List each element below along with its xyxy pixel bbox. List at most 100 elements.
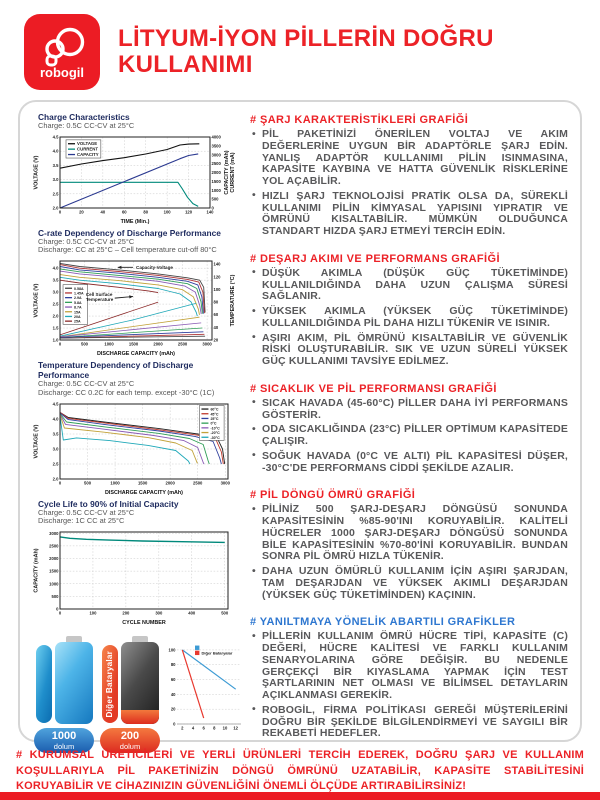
svg-text:100: 100: [89, 611, 97, 616]
bullet: PİLİNİZ 500 ŞARJ-DEŞARJ DÖNGÜSÜ SONUNDA …: [250, 503, 568, 563]
svg-text:Temperature: Temperature: [86, 297, 114, 302]
caption-value: 200: [120, 729, 140, 742]
section-discharge-current: # DEŞARJ AKIMI VE PERFORMANS GRAFİĞİ DÜŞ…: [250, 253, 568, 368]
svg-text:500: 500: [52, 594, 60, 599]
svg-text:120: 120: [185, 209, 193, 214]
svg-text:2.5: 2.5: [53, 302, 59, 307]
svg-text:20: 20: [171, 707, 176, 712]
page-title-line1: LİTYUM-İYON PİLLERİN DOĞRU: [118, 25, 494, 53]
svg-text:25°C: 25°C: [210, 417, 218, 421]
svg-text:2500: 2500: [193, 480, 203, 485]
other-batteries-capsule: Diğer Bataryalar: [101, 645, 118, 724]
battery-cap: [131, 636, 148, 643]
other-battery-body: [120, 642, 159, 725]
svg-text:2500: 2500: [178, 342, 188, 347]
comparison-mini-chart: 2 4 6 8 10 12 0 20 40 60 80 100 Diğer Bataryalar: [166, 636, 250, 736]
svg-text:80: 80: [171, 662, 176, 667]
bullet: AŞIRI AKIM, PİL ÖMRÜNÜ KISALTABİLİR VE G…: [250, 332, 568, 368]
svg-text:12: 12: [233, 726, 238, 731]
svg-text:3000: 3000: [202, 342, 212, 347]
svg-text:TEMPERATURE (°C): TEMPERATURE (°C): [230, 275, 236, 327]
svg-text:4.0: 4.0: [53, 148, 59, 153]
svg-text:0: 0: [173, 722, 176, 727]
chart-subtitle: Discharge: CC 0.2C for each temp. except…: [38, 387, 215, 397]
chart-subtitle: Charge: 0.5C CC-CV at 25°C: [38, 121, 135, 130]
svg-text:1500: 1500: [212, 179, 222, 184]
footer-note: # KURUMSAL ÜRETİCİLERİ VE YERLİ ÜRÜNLERİ…: [16, 749, 584, 793]
svg-text:VOLTAGE: VOLTAGE: [77, 141, 97, 146]
svg-text:2.9A: 2.9A: [74, 296, 82, 300]
svg-text:60: 60: [171, 677, 176, 682]
svg-text:1.5: 1.5: [53, 326, 59, 331]
chart-canvas-charge: 0 20 40 60 80 100 120 140 2.0 2.5 3.0 3.5 4.0 4.5 0 500…: [32, 133, 240, 225]
chart-canvas-temperature: 0 500 1000 1500 2000 2500 3000 2.0 2.5 3.0 3.5 4.0 4…: [32, 400, 240, 496]
svg-text:1000: 1000: [212, 187, 222, 192]
svg-text:8: 8: [213, 726, 216, 731]
svg-text:0: 0: [212, 205, 215, 210]
caption-200-dolum: 200 dolum: [100, 728, 160, 754]
svg-text:140: 140: [207, 209, 215, 214]
bullet: HIZLI ŞARJ TEKNOLOJİSİ PRATİK OLSA DA, S…: [250, 190, 568, 238]
svg-text:1000: 1000: [49, 581, 59, 586]
svg-text:0: 0: [59, 342, 62, 347]
bullet-list: PİL PAKETİNİZİ ÖNERİLEN VOLTAJ VE AKIM D…: [250, 128, 568, 238]
chart-crate-discharge: C-rate Dependency of Discharge Performan…: [32, 228, 240, 357]
svg-text:200: 200: [122, 611, 130, 616]
bullet-list: PİLİNİZ 500 ŞARJ-DEŞARJ DÖNGÜSÜ SONUNDA …: [250, 503, 568, 601]
svg-text:15A: 15A: [74, 310, 81, 314]
chart-cycle-life: Cycle Life to 90% of Initial Capacity Ch…: [32, 499, 240, 626]
other-battery: [120, 636, 159, 725]
low-charge-fill: [120, 710, 159, 725]
svg-text:CAPACITY (mAh): CAPACITY (mAh): [224, 150, 230, 194]
svg-text:20: 20: [79, 209, 84, 214]
bullet-list: SICAK HAVADA (45-60°C) PİLLER DAHA İYİ P…: [250, 397, 568, 475]
svg-text:4.0: 4.0: [53, 266, 59, 271]
svg-text:2500: 2500: [49, 544, 59, 549]
robogil-battery-body: [54, 642, 93, 725]
robogil-battery-group: 1000 dolum: [34, 634, 94, 754]
battery-cap: [65, 636, 82, 643]
chart-subtitle: Discharge: CC at 25°C – Cell temperature…: [38, 245, 217, 255]
svg-text:60°C: 60°C: [210, 407, 218, 411]
svg-text:3.5: 3.5: [53, 278, 59, 283]
chart-temperature-discharge: Temperature Dependency of Discharge Perf…: [32, 360, 240, 495]
chart-title: Charge Characteristics: [38, 112, 130, 122]
section-cycle-life: # PİL DÖNGÜ ÖMRÜ GRAFİĞİ PİLİNİZ 500 ŞAR…: [250, 489, 568, 601]
chart-subtitle: Charge: 0.5C CC-CV at 25°C: [38, 379, 135, 389]
svg-text:3000: 3000: [221, 480, 231, 485]
svg-text:CYCLE NUMBER: CYCLE NUMBER: [122, 620, 166, 626]
svg-text:Diğer Bataryalar: Diğer Bataryalar: [202, 650, 233, 655]
svg-text:140: 140: [214, 262, 222, 267]
svg-text:CURRENT: CURRENT: [77, 146, 98, 151]
svg-text:20A: 20A: [74, 315, 81, 319]
svg-text:Cell Surface: Cell Surface: [86, 292, 113, 297]
svg-text:0: 0: [59, 480, 62, 485]
svg-text:VOLTAGE (V): VOLTAGE (V): [34, 155, 40, 189]
svg-text:300: 300: [155, 611, 163, 616]
chart-canvas-cycle-life: 0 100 200 300 400 500 0 500 1000 1500 2000 2500 3000…: [32, 528, 240, 626]
svg-text:3.5: 3.5: [53, 163, 59, 168]
svg-text:6: 6: [202, 726, 205, 731]
bullet-list: DÜŞÜK AKIMLA (DÜŞÜK GÜÇ TÜKETİMİNDE) KUL…: [250, 267, 568, 368]
bullet: DAHA UZUN ÖMÜRLÜ KULLANIM İÇİN AŞIRI ŞAR…: [250, 565, 568, 601]
svg-text:VOLTAGE (V): VOLTAGE (V): [34, 424, 40, 458]
svg-text:40: 40: [101, 209, 106, 214]
svg-text:3.0: 3.0: [53, 446, 59, 451]
svg-text:Capacity-Voltage: Capacity-Voltage: [136, 265, 173, 270]
text-column: # ŞARJ KARAKTERİSTİKLERİ GRAFİĞİ PİL PAK…: [250, 112, 568, 739]
svg-text:CURRENT (mA): CURRENT (mA): [230, 152, 236, 192]
svg-text:500: 500: [221, 611, 229, 616]
bullet-list: PİLLERİN KULLANIM ÖMRÜ HÜCRE TİPİ, KAPAS…: [250, 630, 568, 740]
bullet: SOĞUK HAVADA (0°C VE ALTI) PİL KAPASİTES…: [250, 450, 568, 475]
caption-value: 1000: [51, 729, 77, 742]
svg-text:3000: 3000: [212, 152, 222, 157]
svg-text:100: 100: [214, 287, 222, 292]
svg-text:-30°C: -30°C: [210, 435, 220, 439]
svg-text:400: 400: [188, 611, 196, 616]
svg-text:120: 120: [214, 275, 222, 280]
svg-text:2: 2: [181, 726, 184, 731]
chart-subtitle: Discharge: 1C CC at 25°C: [38, 516, 125, 526]
svg-text:20: 20: [214, 338, 219, 343]
section-heading: # DEŞARJ AKIMI VE PERFORMANS GRAFİĞİ: [250, 252, 500, 265]
svg-text:5.8A: 5.8A: [74, 301, 82, 305]
